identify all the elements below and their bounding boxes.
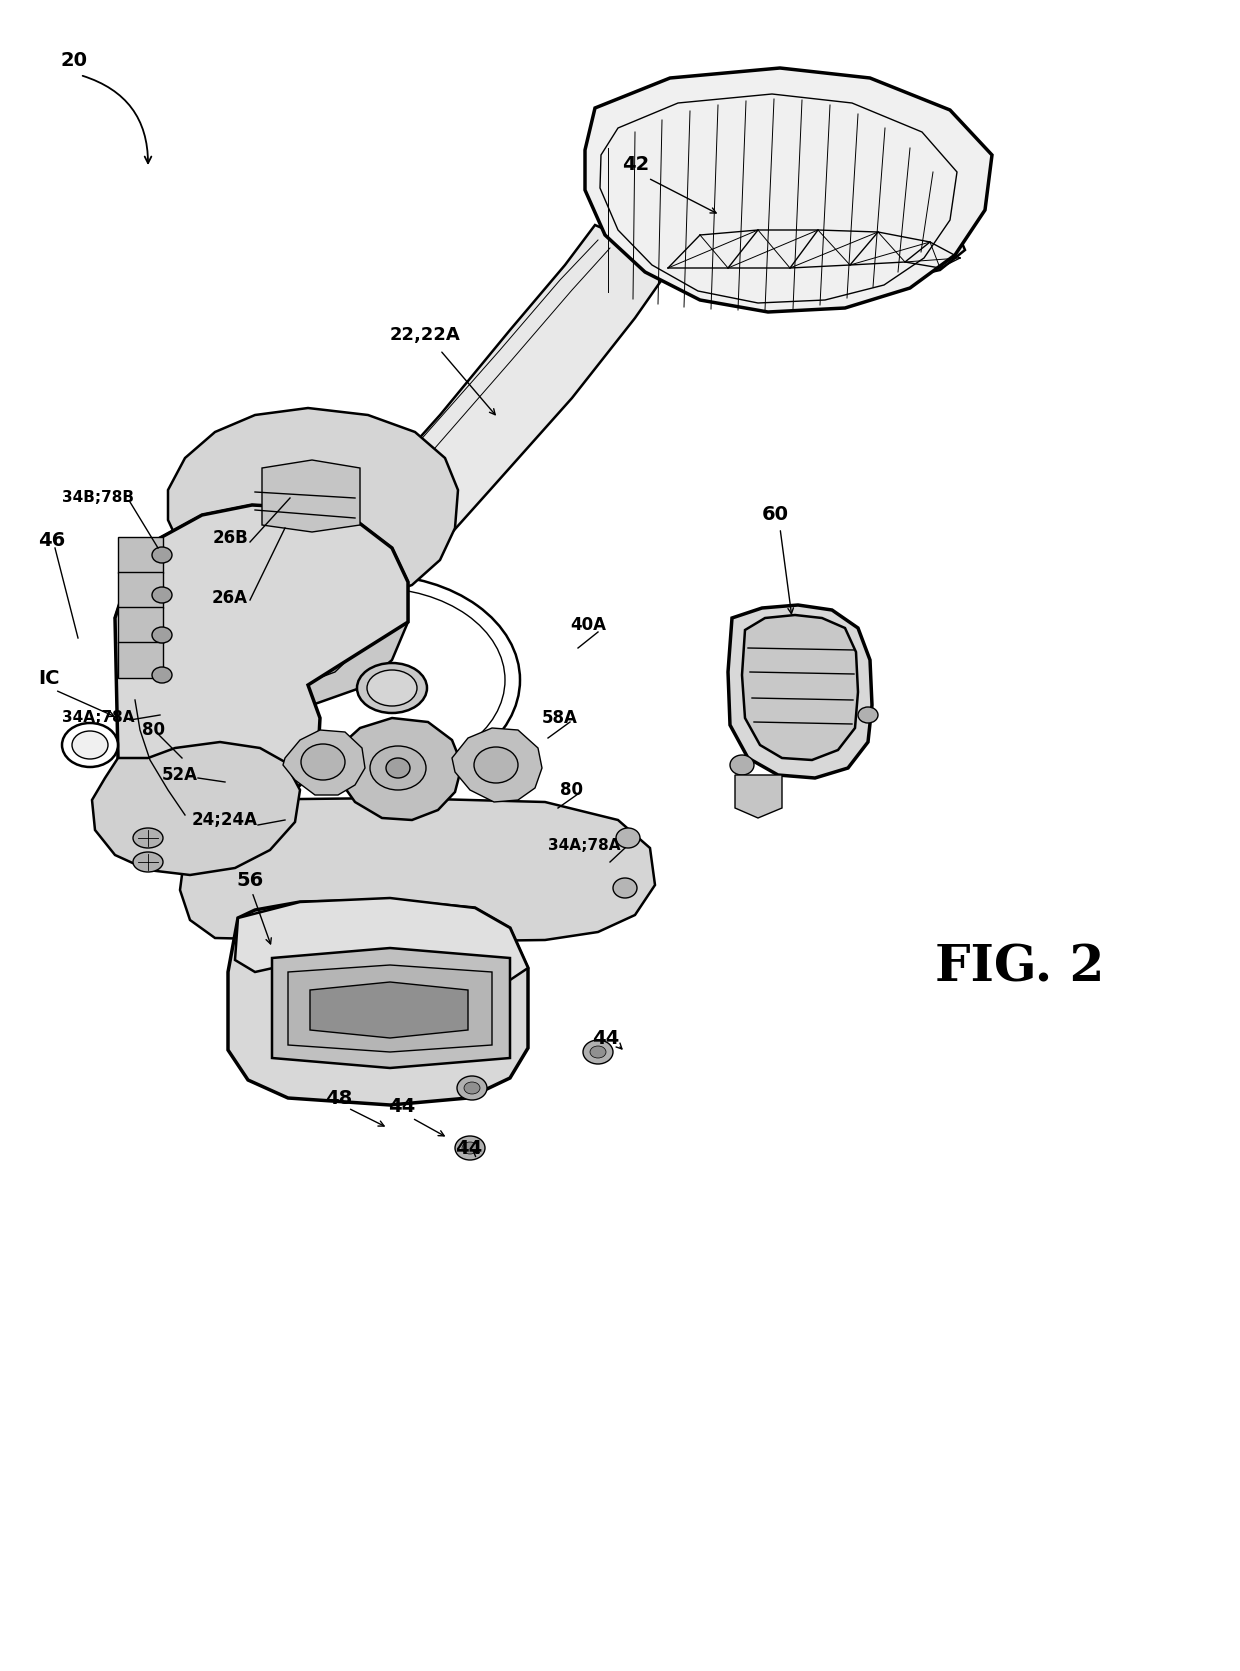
Ellipse shape	[455, 1136, 485, 1160]
Ellipse shape	[370, 745, 427, 790]
Text: 48: 48	[325, 1088, 352, 1108]
Polygon shape	[735, 775, 782, 819]
Polygon shape	[339, 719, 463, 820]
Text: FIG. 2: FIG. 2	[935, 944, 1105, 993]
Text: 46: 46	[38, 530, 66, 550]
Ellipse shape	[474, 747, 518, 784]
Ellipse shape	[153, 587, 172, 603]
Ellipse shape	[301, 744, 345, 780]
Ellipse shape	[613, 877, 637, 897]
Ellipse shape	[463, 1141, 477, 1155]
Ellipse shape	[153, 546, 172, 563]
Ellipse shape	[458, 1076, 487, 1100]
Polygon shape	[180, 799, 655, 942]
Text: 20: 20	[60, 50, 87, 70]
Ellipse shape	[133, 852, 162, 872]
Polygon shape	[272, 947, 510, 1068]
Polygon shape	[118, 536, 162, 573]
Polygon shape	[118, 571, 162, 608]
Text: IC: IC	[38, 668, 60, 687]
Polygon shape	[167, 408, 458, 605]
Text: 52A: 52A	[162, 765, 198, 784]
Polygon shape	[118, 607, 162, 643]
Polygon shape	[118, 642, 162, 678]
Ellipse shape	[133, 829, 162, 847]
Text: 34A;78A: 34A;78A	[62, 710, 134, 725]
Text: 44: 44	[388, 1096, 415, 1116]
Polygon shape	[283, 730, 365, 795]
Text: 44: 44	[591, 1028, 619, 1048]
Text: 80: 80	[143, 720, 165, 739]
Text: 26B: 26B	[212, 530, 248, 546]
Polygon shape	[453, 729, 542, 802]
Text: 58A: 58A	[542, 709, 578, 727]
Text: 22,22A: 22,22A	[391, 326, 461, 344]
Polygon shape	[92, 742, 300, 876]
Text: 34A;78A: 34A;78A	[548, 837, 620, 852]
Ellipse shape	[616, 829, 640, 847]
Polygon shape	[115, 505, 408, 710]
Polygon shape	[310, 983, 467, 1038]
Polygon shape	[115, 505, 408, 820]
Polygon shape	[288, 964, 492, 1053]
FancyArrowPatch shape	[83, 75, 151, 164]
Polygon shape	[262, 460, 360, 531]
Ellipse shape	[72, 730, 108, 759]
Polygon shape	[180, 201, 965, 775]
Ellipse shape	[357, 663, 427, 714]
Polygon shape	[236, 897, 528, 979]
Ellipse shape	[464, 1083, 480, 1095]
Ellipse shape	[730, 755, 754, 775]
Text: 56: 56	[236, 871, 263, 889]
Text: 80: 80	[560, 780, 583, 799]
Text: 42: 42	[622, 155, 650, 174]
Ellipse shape	[590, 1046, 606, 1058]
Ellipse shape	[583, 1039, 613, 1064]
Ellipse shape	[153, 667, 172, 683]
Text: 34B;78B: 34B;78B	[62, 491, 134, 506]
Ellipse shape	[367, 670, 417, 707]
Text: 60: 60	[763, 506, 789, 525]
Polygon shape	[228, 901, 528, 1105]
Text: 40A: 40A	[570, 617, 606, 633]
Ellipse shape	[153, 627, 172, 643]
Ellipse shape	[62, 724, 118, 767]
Polygon shape	[728, 605, 872, 779]
Ellipse shape	[858, 707, 878, 724]
Polygon shape	[742, 615, 858, 760]
Polygon shape	[585, 69, 992, 312]
Text: 24;24A: 24;24A	[192, 810, 258, 829]
Polygon shape	[145, 533, 374, 688]
Text: 26A: 26A	[212, 588, 248, 607]
Text: 44: 44	[455, 1138, 482, 1158]
Ellipse shape	[386, 759, 410, 779]
